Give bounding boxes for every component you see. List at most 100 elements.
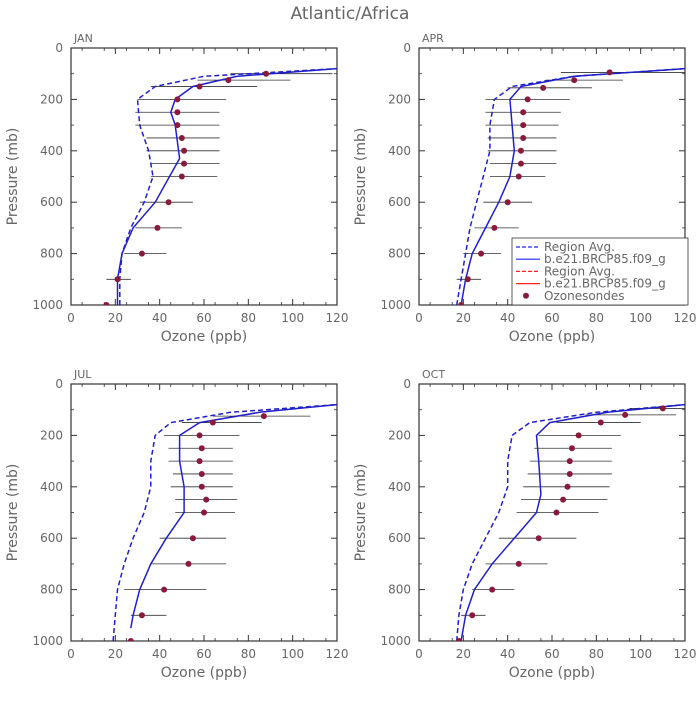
sonde-point bbox=[138, 250, 145, 257]
x-tick-label: 40 bbox=[500, 311, 515, 325]
sonde-point bbox=[263, 70, 270, 77]
sonde-point bbox=[196, 432, 203, 439]
y-tick-label: 200 bbox=[40, 428, 63, 442]
x-tick-label: 40 bbox=[152, 311, 167, 325]
sonde-point bbox=[491, 224, 498, 231]
data-layer bbox=[112, 403, 337, 641]
sonde-point bbox=[520, 134, 527, 141]
x-tick-label: 120 bbox=[326, 647, 349, 661]
region-avg-line bbox=[119, 67, 337, 305]
sonde-point bbox=[181, 147, 188, 154]
sonde-point bbox=[524, 96, 531, 103]
y-tick-label: 600 bbox=[388, 195, 411, 209]
panel-title: OCT bbox=[422, 368, 445, 381]
sonde-point bbox=[464, 276, 471, 283]
x-tick-label: 80 bbox=[241, 311, 256, 325]
x-tick-label: 0 bbox=[415, 647, 423, 661]
sonde-point bbox=[209, 419, 216, 426]
y-tick-label: 800 bbox=[40, 247, 63, 261]
sonde-point bbox=[189, 535, 196, 542]
sonde-point bbox=[198, 445, 205, 452]
sonde-point bbox=[196, 458, 203, 465]
data-layer bbox=[455, 403, 685, 641]
sonde-point bbox=[515, 173, 522, 180]
sonde-point bbox=[127, 638, 134, 641]
x-tick-label: 100 bbox=[281, 647, 304, 661]
sonde-point bbox=[185, 560, 192, 567]
data-layer bbox=[103, 67, 337, 305]
x-tick-label: 100 bbox=[629, 311, 652, 325]
panel-oct: 0 20 40 60 80 100 120 0 200 400 600 800 1000 OCT Ozone… bbox=[353, 368, 696, 681]
y-tick-label: 0 bbox=[403, 41, 411, 55]
sonde-point bbox=[540, 84, 547, 91]
y-axis-label: Pressure (mb) bbox=[353, 464, 369, 562]
sonde-point bbox=[504, 199, 511, 206]
sonde-point bbox=[138, 612, 145, 619]
sonde-point bbox=[520, 122, 527, 129]
x-tick-label: 40 bbox=[152, 647, 167, 661]
sonde-point bbox=[659, 405, 666, 412]
sonde-point bbox=[196, 83, 203, 90]
y-tick-label: 200 bbox=[388, 428, 411, 442]
sonde-point bbox=[489, 586, 496, 593]
sonde-point bbox=[260, 413, 267, 420]
y-tick-label: 1000 bbox=[380, 634, 411, 648]
x-tick-label: 20 bbox=[456, 311, 471, 325]
sonde-point bbox=[458, 302, 465, 305]
y-tick-label: 600 bbox=[40, 195, 63, 209]
sonde-point bbox=[103, 302, 110, 305]
sonde-point bbox=[566, 470, 573, 477]
y-tick-label: 800 bbox=[388, 247, 411, 261]
y-tick-label: 0 bbox=[55, 377, 63, 391]
sonde-point bbox=[478, 250, 485, 257]
legend-label: Region Avg. bbox=[544, 264, 615, 278]
sonde-point bbox=[597, 419, 604, 426]
legend-label: Ozonesondes bbox=[544, 289, 625, 303]
panel-title: JAN bbox=[73, 32, 93, 45]
model-line bbox=[460, 403, 685, 641]
sonde-point bbox=[114, 276, 121, 283]
x-tick-label: 60 bbox=[196, 647, 211, 661]
sonde-point bbox=[455, 638, 462, 641]
y-tick-label: 200 bbox=[388, 92, 411, 106]
sonde-point bbox=[517, 160, 524, 167]
region-avg-line bbox=[112, 403, 337, 641]
x-axis-label: Ozone (ppb) bbox=[509, 329, 595, 345]
y-tick-label: 600 bbox=[388, 531, 411, 545]
x-tick-label: 80 bbox=[589, 311, 604, 325]
y-axis-label: Pressure (mb) bbox=[5, 464, 21, 562]
x-tick-label: 20 bbox=[456, 647, 471, 661]
x-tick-label: 0 bbox=[67, 311, 75, 325]
panel-jul: 0 20 40 60 80 100 120 0 200 400 600 800 1000 JUL Ozone… bbox=[5, 368, 348, 681]
sonde-point bbox=[203, 496, 210, 503]
sonde-point bbox=[178, 134, 185, 141]
x-tick-label: 100 bbox=[281, 311, 304, 325]
sonde-point bbox=[181, 160, 188, 167]
y-tick-label: 0 bbox=[55, 41, 63, 55]
data-layer bbox=[455, 67, 685, 305]
sonde-point bbox=[225, 77, 232, 84]
sonde-point bbox=[198, 483, 205, 490]
x-tick-label: 80 bbox=[589, 647, 604, 661]
x-tick-label: 0 bbox=[67, 647, 75, 661]
sonde-point bbox=[571, 77, 578, 84]
sonde-point bbox=[553, 509, 560, 516]
region-avg-line bbox=[455, 403, 685, 641]
sonde-point bbox=[520, 109, 527, 116]
panel-apr: 0 20 40 60 80 100 120 0 200 400 600 800 1000 APR Ozone… bbox=[353, 32, 696, 345]
x-axis-label: Ozone (ppb) bbox=[161, 665, 247, 681]
x-tick-label: 60 bbox=[544, 311, 559, 325]
panel-jan: 0 20 40 60 80 100 120 0 200 400 600 800 1000 JAN Ozone… bbox=[5, 32, 348, 345]
figure-title: Atlantic/Africa bbox=[290, 4, 410, 24]
x-tick-label: 60 bbox=[196, 311, 211, 325]
sonde-point bbox=[198, 470, 205, 477]
x-tick-label: 40 bbox=[500, 647, 515, 661]
sonde-point bbox=[568, 445, 575, 452]
sonde-point bbox=[174, 109, 181, 116]
y-tick-label: 1000 bbox=[32, 298, 63, 312]
legend-label: Region Avg. bbox=[544, 240, 615, 254]
sonde-point bbox=[622, 411, 629, 418]
sonde-point bbox=[564, 483, 571, 490]
